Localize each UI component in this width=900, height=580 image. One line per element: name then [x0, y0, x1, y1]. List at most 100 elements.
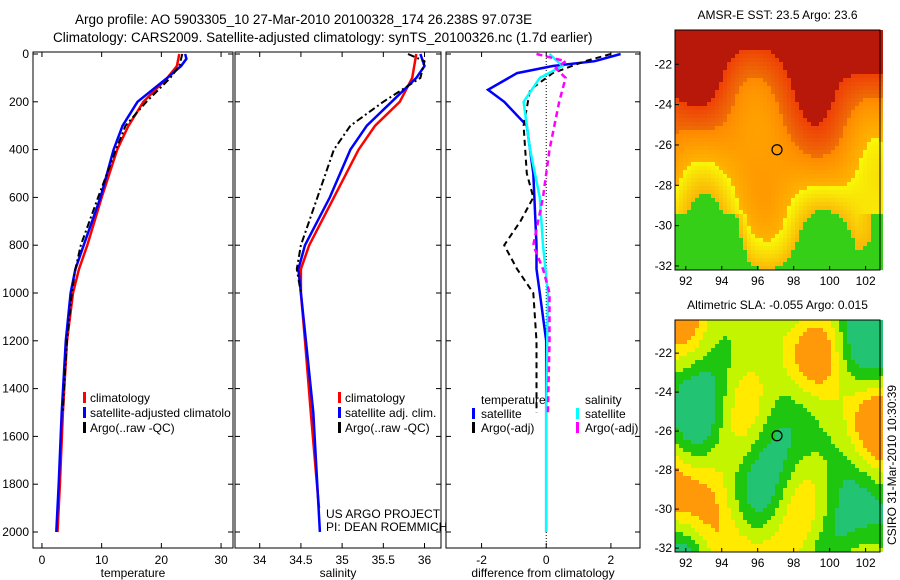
map-cell — [843, 130, 847, 134]
map-cell — [835, 86, 839, 90]
map-cell — [795, 182, 799, 186]
map-cell — [783, 230, 787, 234]
map-cell — [807, 138, 811, 142]
map-cell — [675, 388, 679, 392]
map-cell — [863, 110, 867, 114]
map-cell — [807, 428, 811, 432]
map-cell — [683, 360, 687, 364]
map-cell — [759, 130, 763, 134]
map-cell — [791, 218, 795, 222]
map-cell — [787, 154, 791, 158]
map-cell — [691, 142, 695, 146]
map-cell — [675, 66, 679, 70]
map-cell — [807, 400, 811, 404]
map-cell — [751, 250, 755, 254]
map-cell — [795, 360, 799, 364]
legend-group-title: temperature — [481, 393, 546, 407]
map-cell — [783, 38, 787, 42]
map-cell — [799, 404, 803, 408]
map-cell — [695, 340, 699, 344]
map-cell — [735, 62, 739, 66]
map-cell — [871, 126, 875, 130]
map-cell — [731, 210, 735, 214]
map-cell — [755, 170, 759, 174]
map-cell — [799, 134, 803, 138]
map-cell — [695, 58, 699, 62]
map-cell — [827, 356, 831, 360]
map-cell — [831, 214, 835, 218]
map-cell — [707, 198, 711, 202]
map-cell — [727, 106, 731, 110]
map-cell — [691, 150, 695, 154]
map-cell — [699, 106, 703, 110]
map-cell — [815, 388, 819, 392]
map-cell — [851, 242, 855, 246]
map-cell — [851, 226, 855, 230]
map-cell — [839, 90, 843, 94]
map-cell — [851, 234, 855, 238]
map-cell — [687, 170, 691, 174]
map-cell — [831, 436, 835, 440]
map-cell — [763, 150, 767, 154]
map-cell — [851, 126, 855, 130]
map-cell — [743, 360, 747, 364]
map-cell — [687, 134, 691, 138]
map-cell — [795, 226, 799, 230]
map-cell — [827, 392, 831, 396]
map-cell — [687, 222, 691, 226]
map-cell — [759, 392, 763, 396]
map-cell — [843, 158, 847, 162]
map-cell — [679, 238, 683, 242]
map-cell — [735, 114, 739, 118]
map-cell — [715, 218, 719, 222]
map-cell — [795, 234, 799, 238]
map-cell — [683, 194, 687, 198]
map-cell — [847, 254, 851, 258]
map-cell — [871, 62, 875, 66]
map-cell — [723, 388, 727, 392]
map-cell — [715, 154, 719, 158]
map-cell — [871, 38, 875, 42]
map-cell — [695, 424, 699, 428]
map-cell — [715, 404, 719, 408]
map-cell — [875, 336, 879, 340]
map-cell — [795, 242, 799, 246]
map-cell — [731, 194, 735, 198]
map-cell — [787, 250, 791, 254]
map-cell — [767, 356, 771, 360]
map-cell — [703, 206, 707, 210]
map-cell — [707, 66, 711, 70]
legend-label: satellite — [585, 407, 626, 421]
map-cell — [739, 242, 743, 246]
map-cell — [811, 98, 815, 102]
map-cell — [831, 266, 835, 270]
map-cell — [803, 364, 807, 368]
map-cell — [811, 74, 815, 78]
map-cell — [819, 34, 823, 38]
map-cell — [871, 34, 875, 38]
map-cell — [867, 190, 871, 194]
map-cell — [683, 166, 687, 170]
map-cell — [827, 62, 831, 66]
map-cell — [775, 58, 779, 62]
map-cell — [783, 198, 787, 202]
map-cell — [715, 246, 719, 250]
map-cell — [795, 30, 799, 34]
map-cell — [759, 110, 763, 114]
map-cell — [843, 62, 847, 66]
map-cell — [735, 412, 739, 416]
map-cell — [735, 174, 739, 178]
x-tick-label: 34.5 — [289, 553, 313, 567]
map-cell — [679, 78, 683, 82]
map-cell — [783, 90, 787, 94]
map-cell — [755, 110, 759, 114]
map-cell — [735, 416, 739, 420]
map-cell — [803, 246, 807, 250]
map-cell — [815, 356, 819, 360]
map-cell — [695, 150, 699, 154]
map-cell — [819, 266, 823, 270]
map-cell — [815, 214, 819, 218]
map-cell — [743, 42, 747, 46]
map-cell — [687, 142, 691, 146]
map-cell — [863, 86, 867, 90]
